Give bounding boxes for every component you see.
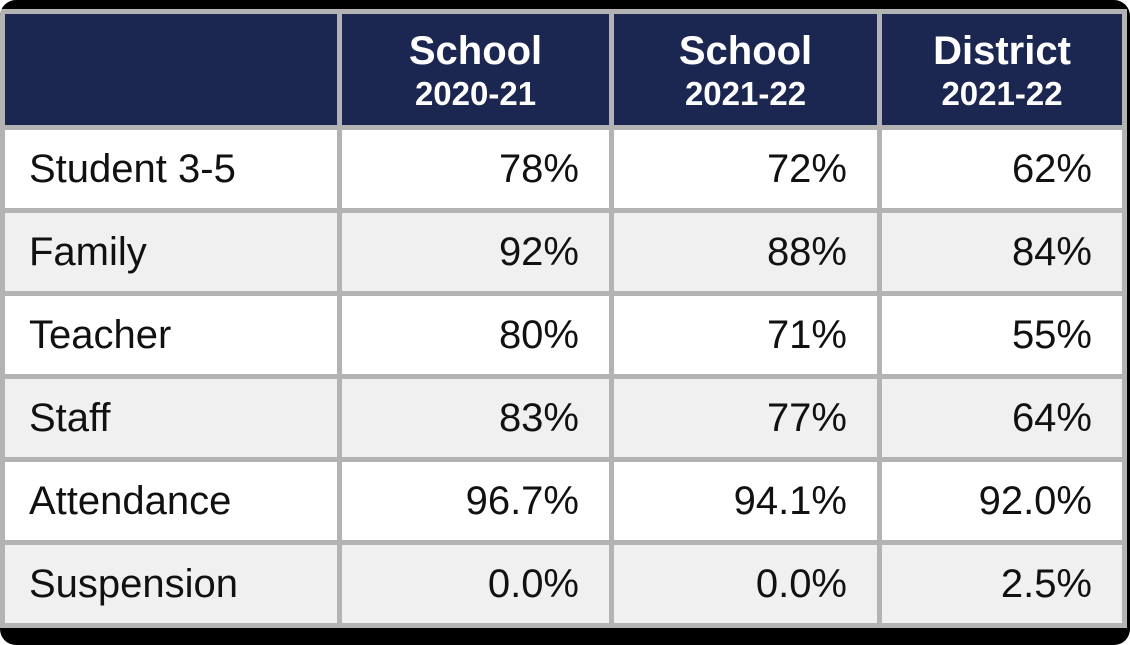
column-title: School [678, 28, 813, 73]
cell-value: 92% [337, 208, 614, 296]
header-cell-blank [0, 9, 342, 130]
row-label: Family [0, 208, 342, 296]
cell-value: 71% [609, 291, 882, 379]
row-label: Student 3-5 [0, 125, 342, 213]
column-subtitle: 2021-22 [684, 74, 807, 112]
cell-value: 92.0% [877, 457, 1127, 545]
table-row-attendance: Attendance 96.7% 94.1% 92.0% [0, 457, 1127, 545]
cell-value: 64% [877, 374, 1127, 462]
cell-value: 88% [609, 208, 882, 296]
cell-value: 80% [337, 291, 614, 379]
table-row-family: Family 92% 88% 84% [0, 208, 1127, 296]
header-cell-school-2021-22: School 2021-22 [609, 9, 882, 130]
table-row-staff: Staff 83% 77% 64% [0, 374, 1127, 462]
cell-value: 84% [877, 208, 1127, 296]
cell-value: 94.1% [609, 457, 882, 545]
cell-value: 55% [877, 291, 1127, 379]
table-row-student-3-5: Student 3-5 78% 72% 62% [0, 125, 1127, 213]
cell-value: 0.0% [337, 540, 614, 628]
cell-value: 2.5% [877, 540, 1127, 628]
header-row: School 2020-21 School 2021-22 District 2… [0, 9, 1127, 130]
table-body: Student 3-5 78% 72% 62% Family 92% 88% 8… [0, 125, 1127, 628]
school-climate-table: School 2020-21 School 2021-22 District 2… [0, 9, 1127, 628]
cell-value: 78% [337, 125, 614, 213]
cell-value: 83% [337, 374, 614, 462]
cell-value: 77% [609, 374, 882, 462]
header-cell-district-2021-22: District 2021-22 [877, 9, 1127, 130]
column-subtitle: 2021-22 [941, 74, 1063, 112]
cell-value: 0.0% [609, 540, 882, 628]
cell-value: 62% [877, 125, 1127, 213]
table-row-suspension: Suspension 0.0% 0.0% 2.5% [0, 540, 1127, 628]
cell-value: 96.7% [337, 457, 614, 545]
table-header: School 2020-21 School 2021-22 District 2… [0, 9, 1127, 130]
column-title: District [933, 28, 1071, 73]
row-label: Teacher [0, 291, 342, 379]
header-cell-school-2020-21: School 2020-21 [337, 9, 614, 130]
row-label: Staff [0, 374, 342, 462]
row-label: Suspension [0, 540, 342, 628]
table-row-teacher: Teacher 80% 71% 55% [0, 291, 1127, 379]
cell-value: 72% [609, 125, 882, 213]
row-label: Attendance [0, 457, 342, 545]
column-subtitle: 2020-21 [414, 74, 537, 112]
column-title: School [408, 28, 543, 73]
